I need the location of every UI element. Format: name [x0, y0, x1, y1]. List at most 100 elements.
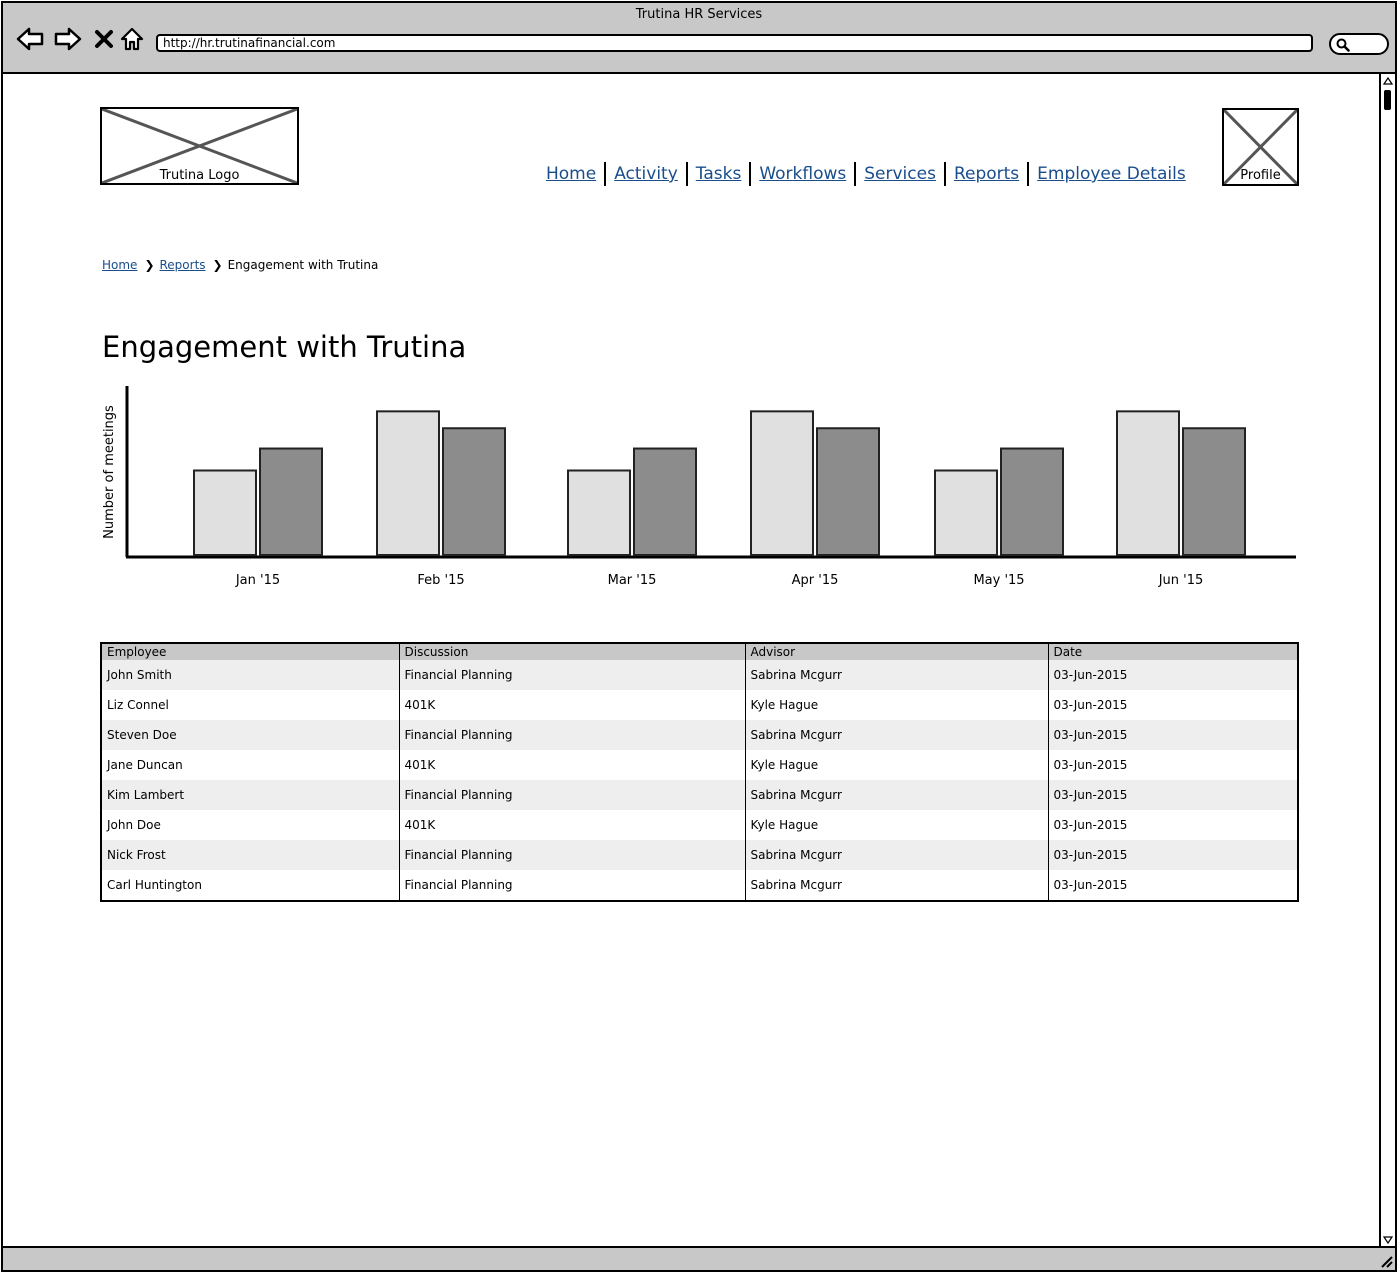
table-row[interactable]: John Smith Financial Planning Sabrina Mcgu…	[101, 660, 1298, 690]
nav-divider	[1027, 162, 1030, 186]
x-tick-label: Feb '15	[417, 573, 464, 588]
table-row[interactable]: Liz Connel 401K Kyle Hague 03-Jun-2015	[101, 690, 1298, 720]
resize-grip-icon[interactable]	[1379, 1254, 1393, 1268]
y-axis-label: Number of meetings	[102, 405, 117, 539]
chart-bar	[259, 447, 323, 556]
logo-label: Trutina Logo	[159, 168, 240, 183]
table-cell: 03-Jun-2015	[1048, 840, 1298, 870]
home-icon[interactable]	[117, 25, 147, 53]
chart-bar	[633, 447, 697, 556]
table-cell: Steven Doe	[101, 720, 400, 750]
forward-icon[interactable]	[53, 25, 83, 53]
scroll-down-arrow-icon[interactable]	[1383, 1235, 1393, 1245]
table-row[interactable]: Steven Doe Financial Planning Sabrina Mcgu…	[101, 720, 1298, 750]
chart-bar	[1116, 410, 1180, 556]
chart-bar	[1000, 447, 1064, 556]
table-cell: 03-Jun-2015	[1048, 690, 1298, 720]
breadcrumb-reports-link[interactable]: Reports	[159, 258, 206, 272]
table-cell: Kyle Hague	[745, 690, 1049, 720]
nav-divider	[685, 162, 688, 186]
nav-tasks-link[interactable]: Tasks	[695, 164, 742, 184]
table-cell: 03-Jun-2015	[1048, 870, 1298, 901]
table-cell: Financial Planning	[399, 780, 746, 810]
nav-home-link[interactable]: Home	[546, 164, 597, 184]
x-tick-label: May '15	[973, 573, 1024, 588]
engagement-bar-chart: Number of meetings Jan '15 Feb '15 Mar '15…	[102, 386, 1296, 588]
table-cell: John Doe	[101, 810, 400, 840]
nav-services-link[interactable]: Services	[864, 164, 936, 184]
stop-icon[interactable]	[89, 25, 119, 53]
search-icon	[1336, 38, 1350, 52]
nav-divider	[854, 162, 857, 186]
chart-bar	[376, 410, 440, 556]
table-cell: 03-Jun-2015	[1048, 750, 1298, 780]
nav-employee-details-link[interactable]: Employee Details	[1037, 164, 1186, 184]
table-row[interactable]: Nick Frost Financial Planning Sabrina Mcgu…	[101, 840, 1298, 870]
nav-reports-link[interactable]: Reports	[953, 164, 1020, 184]
table-cell: Carl Huntington	[101, 870, 400, 901]
table-cell: Kim Lambert	[101, 780, 400, 810]
breadcrumb-home-link[interactable]: Home	[102, 258, 138, 272]
chart-bar	[1182, 427, 1246, 556]
table-cell: 401K	[399, 750, 746, 780]
status-bar	[3, 1246, 1395, 1270]
nav-activity-link[interactable]: Activity	[614, 164, 678, 184]
chart-bar	[193, 469, 257, 556]
address-bar[interactable]: http://hr.trutinafinancial.com	[156, 34, 1313, 52]
x-tick-label: Mar '15	[608, 573, 657, 588]
back-icon[interactable]	[15, 25, 45, 53]
browser-toolbar: Trutina HR Services http://hr.trutinafin…	[3, 3, 1395, 74]
nav-divider	[604, 162, 607, 186]
table-cell: Kyle Hague	[745, 750, 1049, 780]
chart-bar	[750, 410, 814, 556]
table-row[interactable]: John Doe 401K Kyle Hague 03-Jun-2015	[101, 810, 1298, 840]
table-cell: 401K	[399, 810, 746, 840]
logo-placeholder-image	[102, 109, 297, 183]
table-cell: 03-Jun-2015	[1048, 720, 1298, 750]
table-cell: 03-Jun-2015	[1048, 810, 1298, 840]
breadcrumb-current: Engagement with Trutina	[227, 258, 379, 272]
table-cell: John Smith	[101, 660, 400, 690]
nav-divider	[749, 162, 752, 186]
chart-bar	[567, 469, 631, 556]
company-logo[interactable]: Trutina Logo	[100, 107, 299, 185]
vertical-scrollbar[interactable]	[1379, 74, 1395, 1247]
page-title: Engagement with Trutina	[102, 330, 467, 364]
table-cell: Financial Planning	[399, 720, 746, 750]
table-row[interactable]: Carl Huntington Financial Planning Sabrina…	[101, 870, 1298, 901]
main-navigation: Home Activity Tasks Workflows Services R…	[540, 160, 1192, 188]
x-tick-label: Jan '15	[235, 573, 280, 588]
scroll-up-arrow-icon[interactable]	[1383, 76, 1393, 86]
profile-avatar[interactable]: Profile	[1222, 108, 1299, 186]
column-header[interactable]: Discussion	[399, 643, 746, 660]
profile-label: Profile	[1240, 168, 1281, 183]
table-cell: Financial Planning	[399, 870, 746, 901]
nav-workflows-link[interactable]: Workflows	[759, 164, 847, 184]
nav-divider	[943, 162, 946, 186]
table-cell: Sabrina Mcgurr	[745, 780, 1049, 810]
table-cell: 03-Jun-2015	[1048, 660, 1298, 690]
table-row[interactable]: Jane Duncan 401K Kyle Hague 03-Jun-2015	[101, 750, 1298, 780]
table-cell: Sabrina Mcgurr	[745, 840, 1049, 870]
table-cell: Financial Planning	[399, 660, 746, 690]
column-header[interactable]: Employee	[101, 643, 400, 660]
x-tick-label: Apr '15	[792, 573, 839, 588]
chevron-right-icon: ❯	[212, 258, 223, 272]
table-cell: Sabrina Mcgurr	[745, 660, 1049, 690]
chart-bar	[816, 427, 880, 556]
table-cell: 03-Jun-2015	[1048, 780, 1298, 810]
column-header[interactable]: Advisor	[745, 643, 1049, 660]
x-tick-label: Jun '15	[1158, 573, 1204, 588]
scrollbar-thumb[interactable]	[1384, 90, 1391, 110]
browser-search-field[interactable]	[1329, 33, 1389, 55]
table-cell: Nick Frost	[101, 840, 400, 870]
breadcrumb: Home ❯ Reports ❯ Engagement with Trutina	[102, 258, 378, 272]
table-cell: Sabrina Mcgurr	[745, 870, 1049, 901]
table-cell: Sabrina Mcgurr	[745, 720, 1049, 750]
table-cell: Jane Duncan	[101, 750, 400, 780]
table-row[interactable]: Kim Lambert Financial Planning Sabrina Mcg…	[101, 780, 1298, 810]
column-header[interactable]: Date	[1048, 643, 1298, 660]
table-cell: 401K	[399, 690, 746, 720]
table-cell: Liz Connel	[101, 690, 400, 720]
